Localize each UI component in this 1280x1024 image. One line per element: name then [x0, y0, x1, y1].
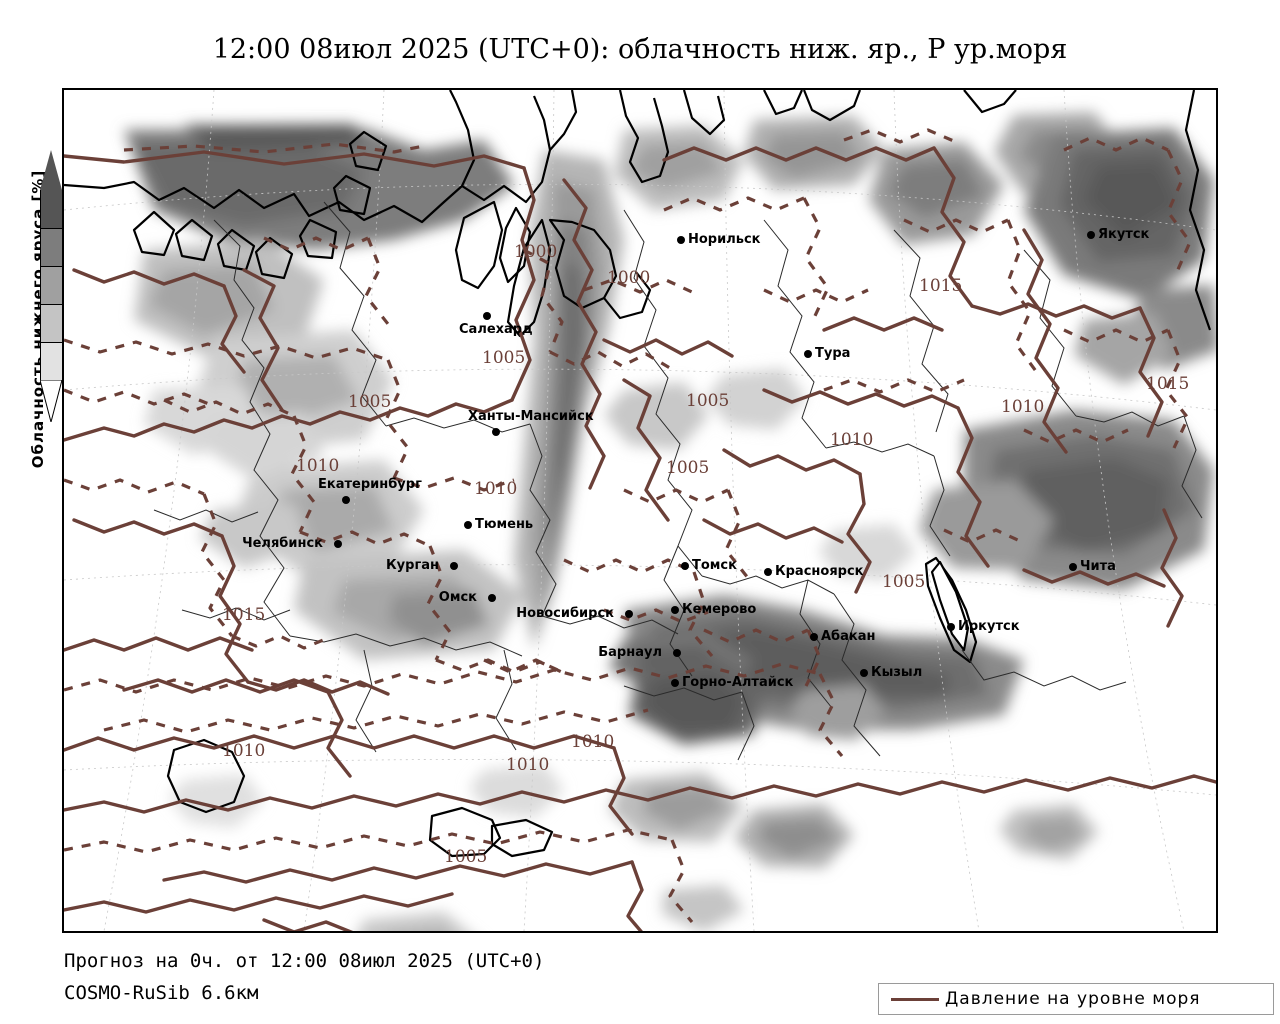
pressure-legend-label: Давление на уровне моря	[945, 989, 1201, 1009]
city-label: Чита	[1080, 559, 1116, 574]
city-dot-icon	[488, 594, 496, 602]
colorbar-segment-50	[41, 266, 63, 304]
isobar-label: 1005	[444, 847, 488, 867]
city-label: Якутск	[1098, 227, 1150, 242]
colorbar-segment-90	[41, 190, 63, 228]
isobar-label: 1005	[666, 458, 710, 478]
city-label: Томск	[692, 558, 737, 573]
city-dot-icon	[677, 236, 685, 244]
city-label: Норильск	[688, 232, 761, 247]
colorbar-segment-30	[41, 304, 63, 342]
city-dot-icon	[804, 350, 812, 358]
isobar-label: 1005	[482, 348, 526, 368]
city-label: Екатеринбург	[318, 477, 422, 492]
colorbar: Облачность нижнего яруса [%] 90 70 50 30…	[8, 150, 86, 550]
city-dot-icon	[625, 610, 633, 618]
city-dot-icon	[764, 568, 772, 576]
city-label: Салехард	[459, 322, 533, 337]
city-dot-icon	[483, 312, 491, 320]
model-info-line: COSMO-RuSib 6.6км	[64, 982, 259, 1004]
city-label: Новосибирск	[516, 606, 614, 621]
city-label: Омск	[438, 590, 477, 605]
weather-map[interactable]: Якутск Норильск Салехард Тура Ханты-Мансийск…	[62, 88, 1218, 933]
isobar-label: 1010	[506, 755, 550, 775]
city-label: Горно-Алтайск	[682, 675, 794, 690]
isobar-label: 1015	[222, 605, 266, 625]
isobar-label: 1000	[514, 242, 558, 262]
city-dot-icon	[450, 562, 458, 570]
city-dot-icon	[673, 649, 681, 657]
pressure-line-swatch	[891, 997, 939, 1001]
colorbar-bottom-arrow	[40, 380, 62, 422]
city-dot-icon	[810, 633, 818, 641]
city-dot-icon	[671, 606, 679, 614]
isobar-label: 1005	[882, 572, 926, 592]
isobar-label: 1010	[1001, 397, 1045, 417]
map-vectors	[64, 90, 1216, 931]
isobar-label: 1010	[474, 479, 518, 499]
isobar-label: 1015	[1146, 374, 1190, 394]
city-label: Красноярск	[775, 564, 864, 579]
isobar-label: 1010	[222, 741, 266, 761]
isobar-label: 1005	[686, 391, 730, 411]
forecast-info-line: Прогноз на 0ч. от 12:00 08июл 2025 (UTC+…	[64, 950, 545, 972]
city-dot-icon	[464, 521, 472, 529]
pressure-legend: Давление на уровне моря	[878, 983, 1274, 1015]
city-dot-icon	[342, 496, 350, 504]
city-label: Тюмень	[475, 517, 534, 532]
city-dot-icon	[334, 540, 342, 548]
city-dot-icon	[1069, 563, 1077, 571]
city-label: Иркутск	[958, 619, 1020, 634]
city-label: Тура	[815, 346, 851, 361]
colorbar-segment-10	[41, 342, 63, 380]
page-title: 12:00 08июл 2025 (UTC+0): облачность ниж…	[212, 34, 1068, 65]
isobar-label: 1010	[830, 430, 874, 450]
city-label: Курган	[386, 558, 439, 573]
city-label: Абакан	[821, 629, 876, 644]
city-dot-icon	[860, 669, 868, 677]
city-label: Челябинск	[242, 536, 323, 551]
city-dot-icon	[681, 562, 689, 570]
colorbar-top-arrow	[40, 150, 62, 190]
city-dot-icon	[947, 623, 955, 631]
city-label: Кызыл	[871, 665, 923, 680]
city-label: Ханты-Мансийск	[468, 409, 594, 424]
city-label: Барнаул	[598, 645, 662, 660]
isobar-label: 1005	[348, 392, 392, 412]
city-dot-icon	[671, 679, 679, 687]
city-dot-icon	[492, 428, 500, 436]
city-label: Кемерово	[682, 602, 757, 617]
isobar-label: 1010	[296, 456, 340, 476]
isobar-label: 1010	[571, 732, 615, 752]
isobar-label: 1000	[607, 268, 651, 288]
colorbar-gradient	[40, 190, 64, 380]
colorbar-segment-70	[41, 228, 63, 266]
city-dot-icon	[1087, 231, 1095, 239]
isobar-label: 1015	[919, 276, 963, 296]
